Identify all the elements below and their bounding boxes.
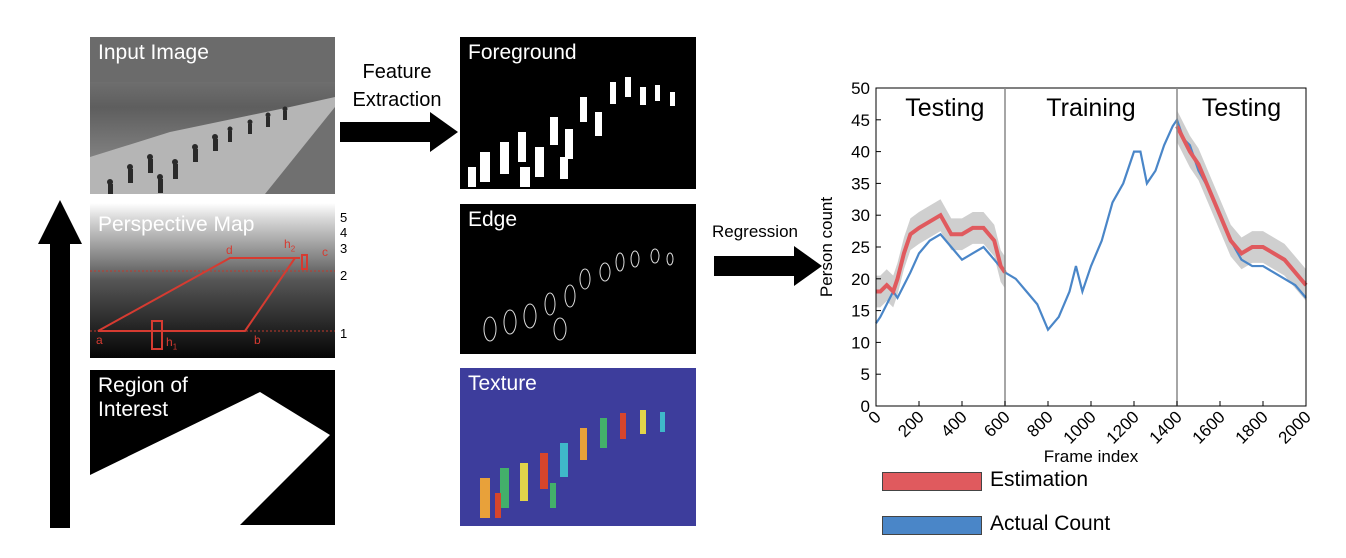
y-tick-label-10: 10 [851,333,870,352]
point-label-b: b [254,333,261,347]
y-tick-label-50: 50 [851,79,870,98]
up-arrow-icon [38,200,82,528]
legend-label-actual: Actual Count [990,512,1111,535]
point-label-d: d [226,243,233,257]
x-tick-label-400: 400 [937,407,970,440]
edge-title: Edge [468,208,518,231]
perspective-map-title: Perspective Map [98,213,255,236]
x-tick-label-1000: 1000 [1060,407,1100,447]
section-label-0: Testing [905,94,984,122]
x-tick-label-600: 600 [980,407,1013,440]
texture-map-image [480,410,665,518]
foreground-title: Foreground [468,41,577,64]
y-tick-label-15: 15 [851,302,870,321]
feature-extraction-arrow-icon [340,112,458,152]
y-tick-label-20: 20 [851,270,870,289]
y-tick-label-40: 40 [851,143,870,162]
perspective-map-image [90,203,335,358]
perspective-level-3: 3 [340,241,348,256]
legend: Estimation Actual Count [880,466,1180,546]
input-image-panel: Input Image [90,37,335,194]
section-label-1: Training [1046,94,1135,122]
x-tick-label-200: 200 [894,407,927,440]
roi-mask-image [90,392,330,525]
perspective-level-4: 4 [340,225,348,240]
regression-label: Regression [712,222,798,241]
person-count-chart: Testing Training Testing 0 5 10 15 20 25 30 35 40 45… [817,79,1315,466]
regression-arrow-icon [714,246,822,286]
input-image-title: Input Image [98,41,209,64]
texture-title: Texture [468,372,537,395]
height-label-h1: h1 [166,335,178,352]
foreground-mask-image [468,77,675,187]
estimation-line-right [1175,125,1308,287]
perspective-level-5: 5 [340,210,348,225]
y-tick-label-30: 30 [851,206,870,225]
legend-swatch-estimation [882,472,982,491]
height-label-h2: h2 [284,237,296,254]
perspective-level-1: 1 [340,326,348,341]
y-tick-label-5: 5 [861,365,870,384]
edge-map-image [483,248,674,342]
x-tick-label-0: 0 [865,407,885,427]
legend-swatch-actual [882,516,982,535]
perspective-map-panel: Perspective Map a b d c h1 h2 [90,203,335,358]
edge-panel: Edge [460,204,696,354]
y-tick-label-35: 35 [851,174,870,193]
texture-panel: Texture [460,368,696,526]
x-tick-label-1200: 1200 [1103,407,1143,447]
estimation-line-left [876,212,1007,296]
legend-label-estimation: Estimation [990,468,1089,491]
estimation-band-right [1177,110,1306,302]
perspective-level-2: 2 [340,268,348,283]
y-axis-label: Person count [817,197,836,297]
x-tick-label-2000: 2000 [1275,407,1315,447]
section-label-2: Testing [1202,94,1281,122]
foreground-panel: Foreground [460,37,696,189]
point-label-c: c [322,245,328,259]
feature-extraction-label: Feature Extraction [352,61,442,111]
x-tick-label-800: 800 [1023,407,1056,440]
x-tick-label-1600: 1600 [1189,407,1229,447]
point-label-a: a [96,333,103,347]
x-axis-label: Frame index [1044,447,1139,466]
crowd-scene-image [90,37,335,194]
y-tick-label-45: 45 [851,111,870,130]
region-of-interest-panel: Region of Interest [90,370,335,525]
x-tick-label-1400: 1400 [1146,407,1186,447]
y-tick-label-25: 25 [851,238,870,257]
region-of-interest-title: Region of Interest [98,374,188,421]
y-tick-label-0: 0 [861,397,870,416]
x-tick-label-1800: 1800 [1232,407,1272,447]
